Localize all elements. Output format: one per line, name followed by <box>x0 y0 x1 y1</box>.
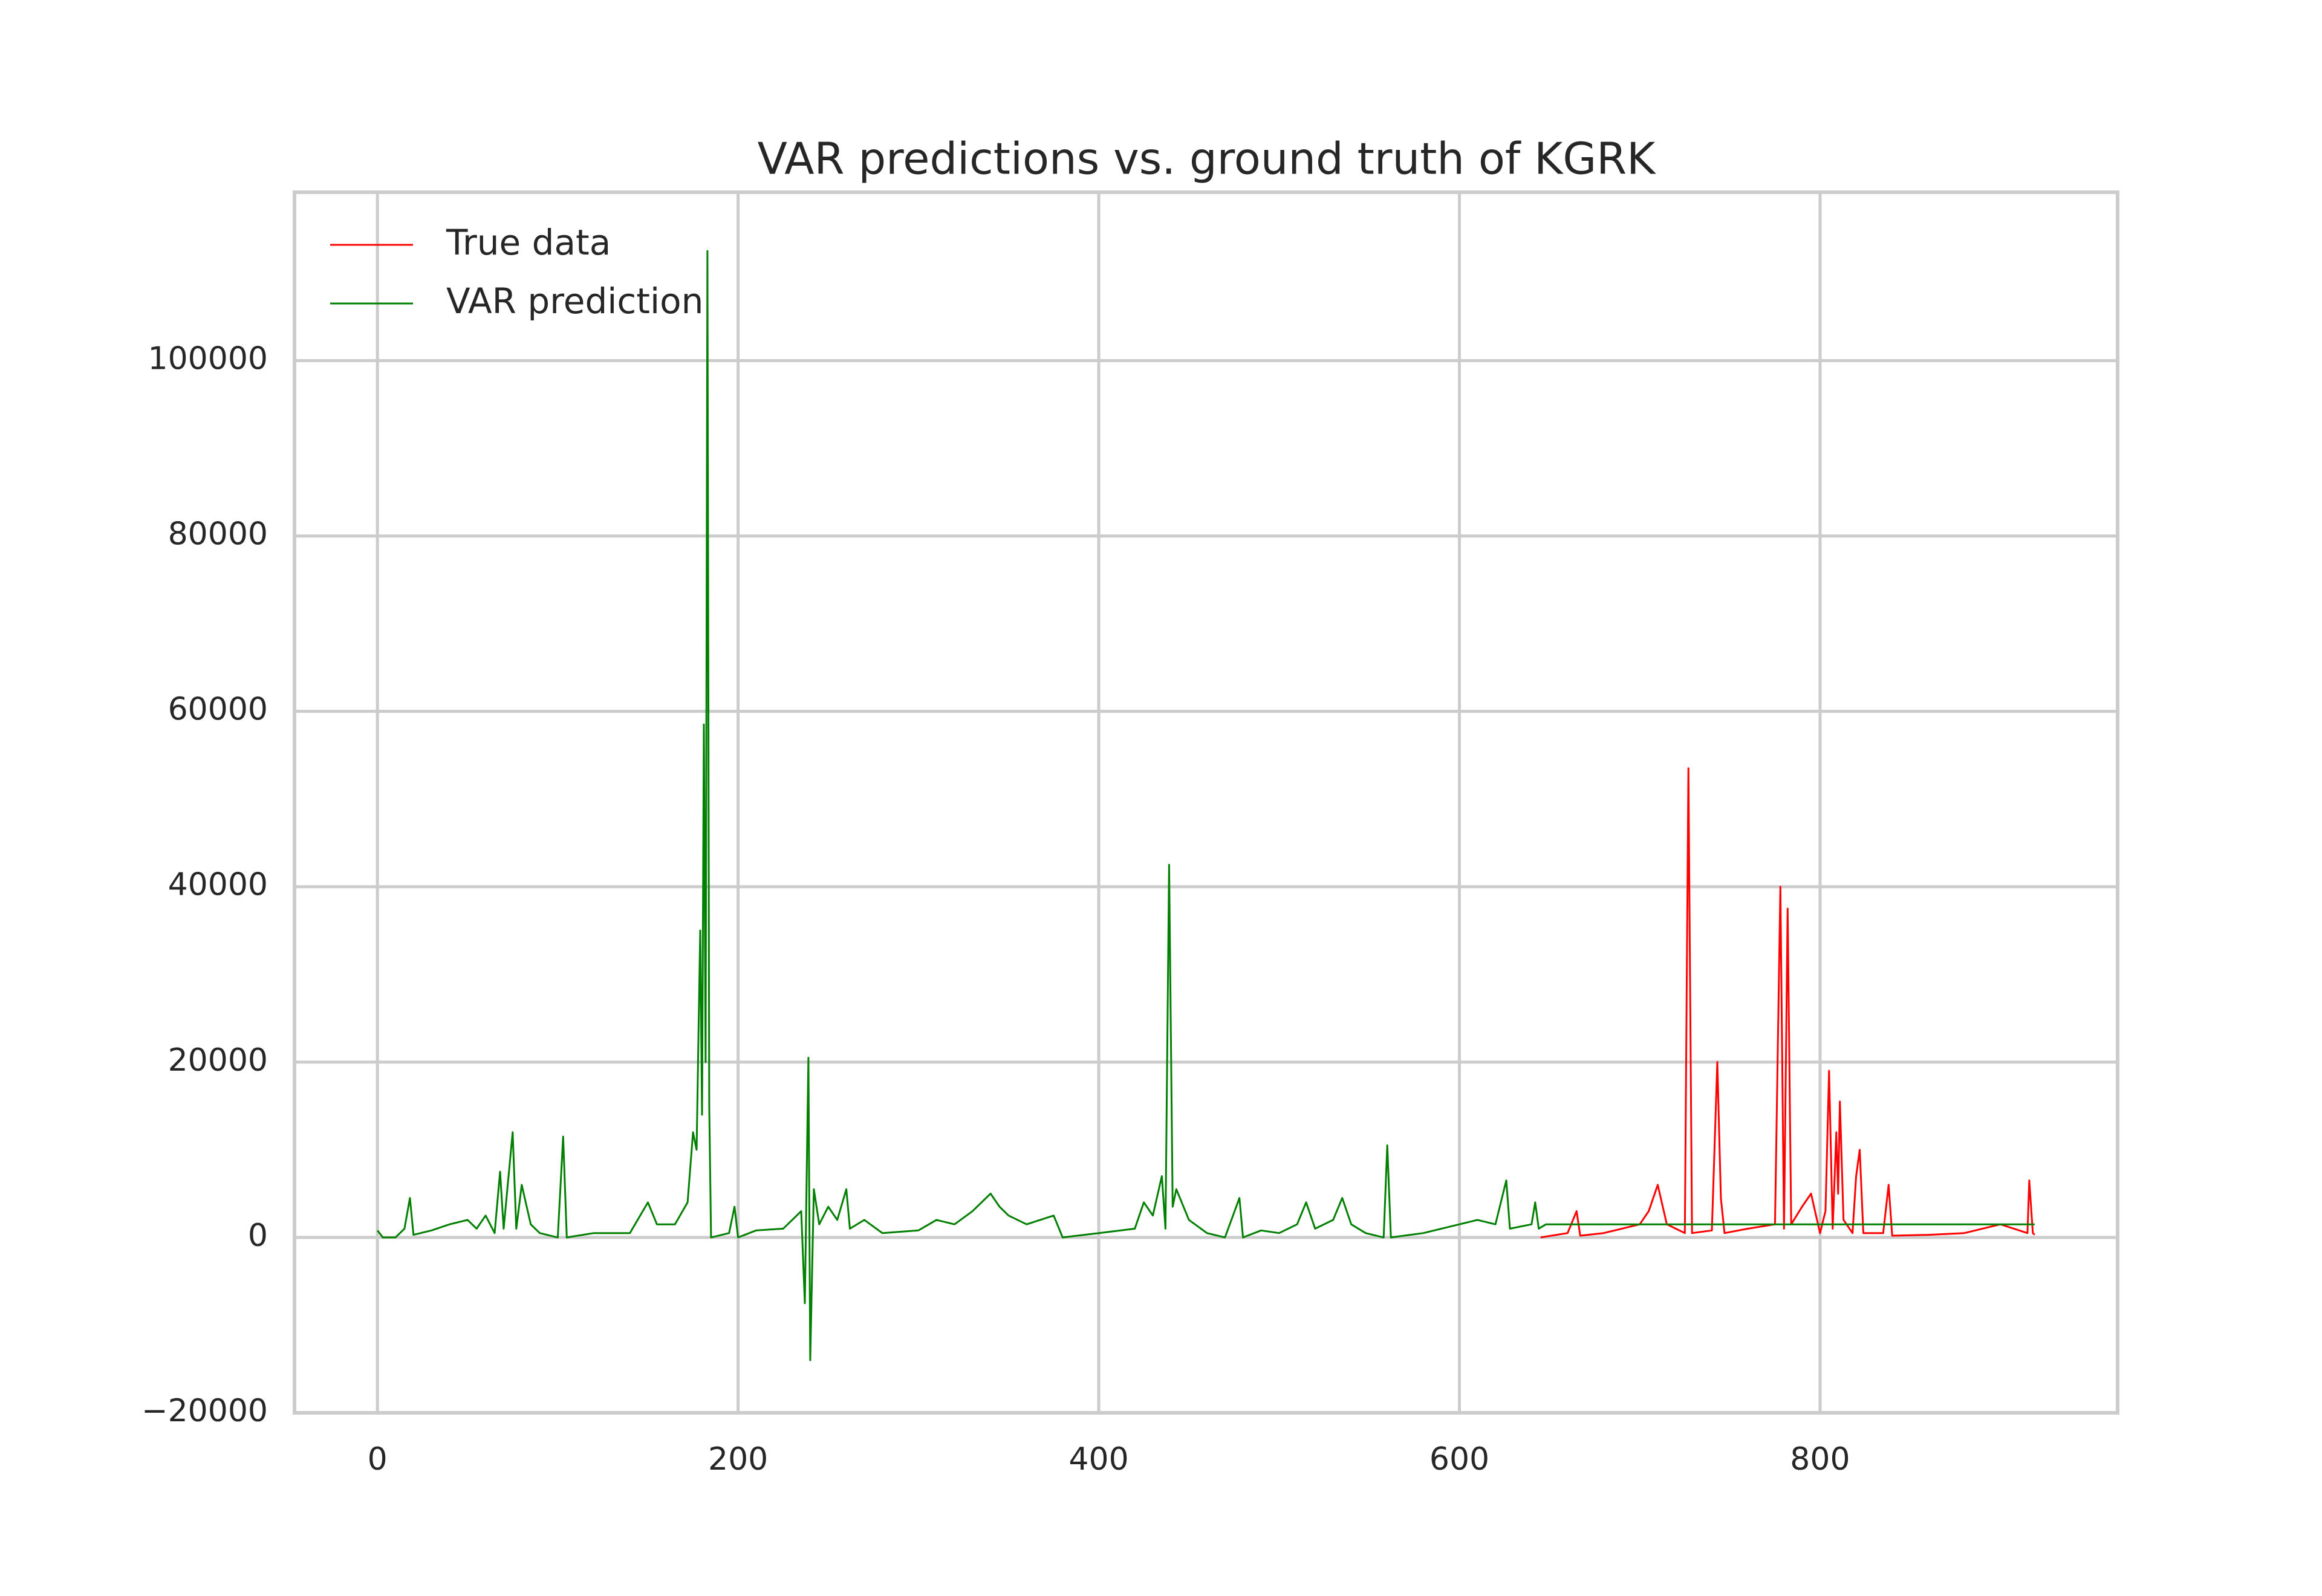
y-tick-label: 100000 <box>148 340 268 377</box>
chart-title: VAR predictions vs. ground truth of KGRK <box>758 134 1657 184</box>
y-tick-label: 60000 <box>168 692 268 728</box>
x-tick-label: 200 <box>708 1441 768 1478</box>
y-tick-label: 0 <box>248 1218 268 1254</box>
legend-label: VAR prediction <box>446 281 703 322</box>
legend-label: True data <box>446 222 611 263</box>
x-tick-label: 600 <box>1429 1441 1489 1478</box>
y-tick-label: −20000 <box>141 1393 268 1429</box>
y-tick-label: 80000 <box>168 516 268 553</box>
y-tick-label: 20000 <box>168 1042 268 1079</box>
x-tick-label: 800 <box>1790 1441 1850 1478</box>
x-tick-label: 0 <box>368 1441 388 1478</box>
data-line <box>1540 767 2035 1239</box>
axes-frame <box>293 190 2119 1415</box>
y-tick-label: 40000 <box>168 867 268 903</box>
data-line <box>377 250 2035 1361</box>
x-tick-label: 400 <box>1068 1441 1128 1478</box>
